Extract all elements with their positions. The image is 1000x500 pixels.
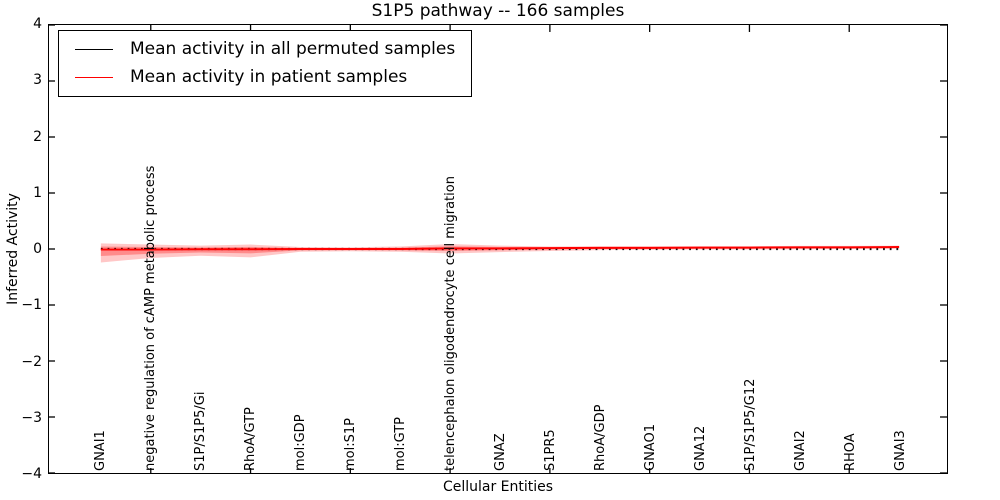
y-tick-label: −4 xyxy=(21,466,42,482)
patient-mean-line xyxy=(100,246,900,251)
plot-area xyxy=(48,24,948,474)
chart-title: S1P5 pathway -- 166 samples xyxy=(371,1,625,21)
legend-label-permuted: Mean activity in all permuted samples xyxy=(130,39,456,59)
y-tick-label: −2 xyxy=(21,353,42,370)
y-tick-label: −3 xyxy=(21,409,42,426)
legend-label-patient: Mean activity in patient samples xyxy=(130,67,408,87)
y-tick-label: 2 xyxy=(33,128,42,145)
legend-item-permuted: Mean activity in all permuted samples xyxy=(75,37,455,61)
legend-item-patient: Mean activity in patient samples xyxy=(75,65,455,89)
legend-line-sample-black xyxy=(75,48,113,50)
legend-line-sample-red xyxy=(75,76,113,78)
y-tick-label: 3 xyxy=(33,72,42,89)
y-tick-labels: 4 3 2 1 0 −1 −2 −3 −4 xyxy=(0,0,42,500)
y-tick-label: 0 xyxy=(33,241,42,257)
x-axis-label: Cellular Entities xyxy=(442,479,554,495)
y-tick-label: 1 xyxy=(33,184,42,201)
legend: Mean activity in all permuted samples Me… xyxy=(58,30,473,97)
patient-activity-band xyxy=(100,243,900,263)
y-tick-label: −1 xyxy=(21,297,42,314)
y-tick-label: 4 xyxy=(33,16,42,32)
